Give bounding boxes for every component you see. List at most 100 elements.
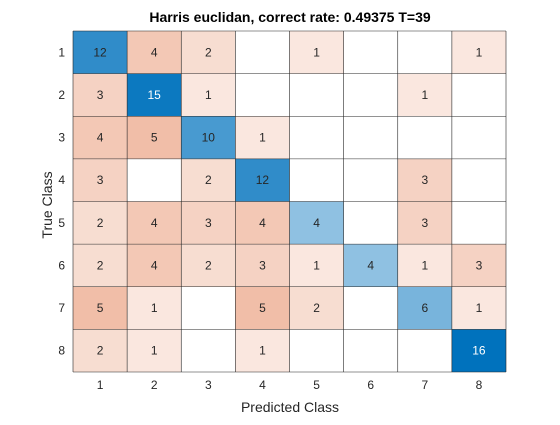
cell-r8-c1: [73, 329, 128, 372]
cell-r5-c8: [451, 201, 506, 245]
cell-label-r5-c5: 4: [313, 216, 320, 230]
cell-label-r6-c8: 3: [476, 258, 483, 272]
cell-r5-c4: [235, 201, 290, 245]
cell-r3-c5: [289, 116, 344, 159]
cell-label-r6-c4: 3: [259, 258, 266, 272]
cell-r5-c6: [343, 201, 398, 245]
cell-label-r6-c5: 1: [313, 258, 320, 272]
cell-label-r2-c3: 1: [205, 88, 212, 102]
x-tick-label: 1: [97, 378, 104, 392]
cell-label-r4-c3: 2: [205, 173, 212, 187]
cell-label-r1-c8: 1: [476, 45, 483, 59]
cell-r2-c4: [235, 73, 290, 117]
cell-r8-c5: [289, 329, 344, 372]
cell-label-r2-c2: 15: [148, 88, 162, 102]
cell-label-r7-c7: 6: [421, 301, 428, 315]
grid-layer: [72, 30, 507, 373]
cell-r6-c1: [73, 244, 128, 287]
cell-label-r6-c7: 1: [421, 258, 428, 272]
x-tick-label: 5: [313, 378, 320, 392]
cell-r4-c6: [343, 158, 398, 202]
cell-r8-c3: [181, 329, 236, 372]
cell-label-r1-c1: 12: [93, 45, 107, 59]
y-axis-label: True Class: [39, 171, 55, 238]
cell-r1-c5: [289, 31, 344, 74]
cells-layer: [73, 31, 506, 372]
cell-label-r4-c4: 12: [256, 173, 270, 187]
cell-r4-c8: [451, 158, 506, 202]
cell-r5-c2: [127, 201, 182, 245]
cell-label-r7-c2: 1: [151, 301, 158, 315]
cell-r1-c8: [451, 31, 506, 74]
cell-r4-c3: [181, 158, 236, 202]
cell-label-r5-c1: 2: [97, 216, 104, 230]
cell-label-r2-c1: 3: [97, 88, 104, 102]
cell-label-r4-c7: 3: [421, 173, 428, 187]
cell-r3-c3: [181, 116, 236, 159]
cell-label-r4-c1: 3: [97, 173, 104, 187]
cell-r7-c8: [451, 286, 506, 330]
cell-label-r8-c2: 1: [151, 344, 158, 358]
cell-label-r6-c6: 4: [367, 258, 374, 272]
cell-label-r5-c7: 3: [421, 216, 428, 230]
cell-r5-c3: [181, 201, 236, 245]
cell-r6-c8: [451, 244, 506, 287]
cell-r1-c1: [73, 31, 128, 74]
cell-r2-c8: [451, 73, 506, 117]
cell-r6-c6: [343, 244, 398, 287]
cell-labels-layer: 12 4 2 1 13 15 1 14 5 10 13 2 12 32 4 3 4 4 32 4 2 3 1 4 1 35 1 5 2 6…: [93, 45, 486, 357]
cell-label-r5-c2: 4: [151, 216, 158, 230]
cell-r3-c7: [397, 116, 452, 159]
y-tick-label: 8: [58, 344, 65, 358]
cell-r7-c3: [181, 286, 236, 330]
cell-r1-c7: [397, 31, 452, 74]
x-tick-label: 7: [421, 378, 428, 392]
cell-label-r1-c2: 4: [151, 45, 158, 59]
cell-r5-c1: [73, 201, 128, 245]
cell-label-r7-c8: 1: [476, 301, 483, 315]
cell-r6-c4: [235, 244, 290, 287]
cell-label-r3-c2: 5: [151, 131, 158, 145]
x-tick-label: 2: [151, 378, 158, 392]
cell-r2-c1: [73, 73, 128, 117]
y-tick-label: 4: [58, 173, 65, 187]
cell-label-r6-c1: 2: [97, 258, 104, 272]
cell-label-r6-c2: 4: [151, 258, 158, 272]
x-tick-label: 6: [367, 378, 374, 392]
y-tick-label: 1: [58, 45, 65, 59]
cell-r5-c7: [397, 201, 452, 245]
cell-r6-c3: [181, 244, 236, 287]
cell-r2-c2: [127, 73, 182, 117]
y-tick-label: 6: [58, 258, 65, 272]
cell-r6-c2: [127, 244, 182, 287]
cell-r4-c1: [73, 158, 128, 202]
cell-r7-c6: [343, 286, 398, 330]
cell-r6-c5: [289, 244, 344, 287]
cell-r7-c4: [235, 286, 290, 330]
x-axis-label: Predicted Class: [241, 399, 339, 415]
cell-label-r2-c7: 1: [421, 88, 428, 102]
cell-label-r1-c3: 2: [205, 45, 212, 59]
cell-r1-c3: [181, 31, 236, 74]
y-tick-label: 3: [58, 131, 65, 145]
cell-r8-c7: [397, 329, 452, 372]
x-tick-label: 4: [259, 378, 266, 392]
x-tick-label: 3: [205, 378, 212, 392]
cell-r2-c5: [289, 73, 344, 117]
cell-label-r3-c3: 10: [202, 131, 216, 145]
cell-r3-c4: [235, 116, 290, 159]
cell-r5-c5: [289, 201, 344, 245]
cell-label-r7-c5: 2: [313, 301, 320, 315]
cell-r2-c3: [181, 73, 236, 117]
x-tick-label: 8: [476, 378, 483, 392]
chart-title: Harris euclidan, correct rate: 0.49375 T…: [149, 9, 431, 25]
cell-r3-c2: [127, 116, 182, 159]
cell-r7-c2: [127, 286, 182, 330]
cell-label-r3-c1: 4: [97, 131, 104, 145]
cell-label-r8-c8: 16: [472, 344, 486, 358]
cell-label-r3-c4: 1: [259, 131, 266, 145]
y-tick-label: 2: [58, 88, 65, 102]
cell-label-r8-c1: 2: [97, 344, 104, 358]
